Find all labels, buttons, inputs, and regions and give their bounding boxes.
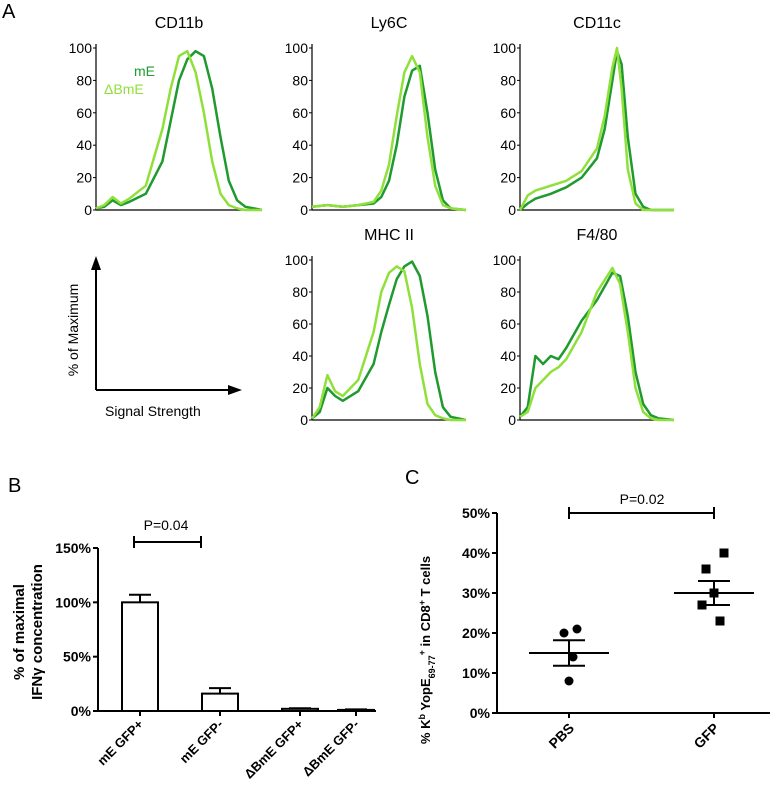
hist-y-tick-label: 60	[500, 316, 516, 332]
hist-y-tick-label: 20	[292, 170, 308, 186]
hist-series-line	[311, 54, 467, 212]
bar-y-tick-label: 100%	[55, 594, 91, 610]
hist-title: F4/80	[577, 227, 618, 244]
hist-y-tick-label: 80	[500, 72, 516, 88]
scatter-ylabel: % Kb YopE69-77+ in CD8+ T cells	[417, 556, 437, 744]
hist-y-tick-label: 60	[76, 105, 92, 121]
hist-series-line	[519, 266, 674, 422]
histogram-3: 0 20 40 60 80 100 CD11c	[493, 15, 674, 218]
scatter-point-gfp	[719, 548, 729, 558]
legend-dbme: ΔBmE	[104, 81, 144, 97]
hist-y-tick-label: 20	[76, 170, 92, 186]
hist-series-line	[519, 49, 674, 212]
hist-y-tick-label: 80	[76, 72, 92, 88]
scatter-pvalue: P=0.02	[620, 491, 665, 507]
bar-category-label: mE GFP+	[94, 716, 146, 768]
hist-y-tick-label: 20	[500, 380, 516, 396]
bar-ylabel-line2: IFNγ concentration	[29, 564, 46, 700]
scatter-category-label: GFP	[690, 720, 722, 752]
scatter-y-tick-label: 10%	[462, 665, 491, 681]
legend-me: mE	[134, 63, 155, 79]
hist-y-tick-label: 100	[285, 252, 309, 268]
bar-y-tick-label: 150%	[55, 540, 91, 556]
hist-y-tick-label: 100	[493, 40, 517, 56]
histogram-panels: 0 20 40 60 80 100 CD11b 0 20 40 60 80 100 Ly6C 0 20 40 60…	[69, 15, 675, 428]
bar	[121, 601, 159, 712]
bar-pvalue: P=0.04	[144, 517, 189, 533]
hist-y-tick-label: 0	[84, 202, 92, 218]
hist-y-tick-label: 40	[76, 137, 92, 153]
bar-ylabel-line1: % of maximal	[11, 584, 28, 680]
hist-y-tick-label: 40	[500, 348, 516, 364]
hist-title: Ly6C	[371, 15, 408, 32]
scatter-y-tick-label: 50%	[462, 505, 491, 521]
hist-series-line	[519, 271, 675, 422]
scatter-y-tick-label: 40%	[462, 545, 491, 561]
scatter-point-gfp	[709, 588, 719, 598]
bar-chart-b: % of maximal IFNγ concentration P=0.04 0…	[11, 517, 376, 781]
hist-y-tick-label: 80	[292, 284, 308, 300]
hist-y-tick-label: 0	[300, 412, 308, 428]
histogram-4: 0 20 40 60 80 100 MHC II	[285, 227, 467, 428]
scatter-y-tick-label: 30%	[462, 585, 491, 601]
bar	[201, 692, 239, 713]
axis-cartoon-ylabel: % of Maximum	[65, 284, 81, 377]
hist-series-line	[518, 46, 674, 212]
bar-category-label: mE GFP-	[177, 717, 226, 766]
hist-title: CD11b	[155, 15, 204, 32]
scatter-point-pbs	[559, 628, 569, 638]
scatter-point-gfp	[701, 564, 711, 574]
scatter-y-tick-label: 20%	[462, 625, 491, 641]
hist-y-tick-label: 20	[292, 380, 308, 396]
scatter-point-pbs	[572, 624, 582, 634]
histogram-1: 0 20 40 60 80 100 CD11b	[69, 15, 263, 218]
hist-y-tick-label: 40	[292, 137, 308, 153]
hist-series-line	[95, 49, 262, 212]
hist-title: MHC II	[364, 227, 414, 244]
hist-y-tick-label: 0	[508, 202, 516, 218]
axis-cartoon: % of Maximum Signal Strength	[65, 256, 242, 419]
hist-y-tick-label: 80	[292, 72, 308, 88]
hist-y-tick-label: 80	[500, 284, 516, 300]
hist-y-tick-label: 40	[292, 348, 308, 364]
hist-y-tick-label: 60	[500, 105, 516, 121]
hist-y-tick-label: 100	[493, 252, 517, 268]
scatter-chart-c: % Kb YopE69-77+ in CD8+ T cells P=0.02 0…	[417, 491, 770, 751]
bar-y-tick-label: 50%	[63, 649, 92, 665]
axis-cartoon-xlabel: Signal Strength	[105, 403, 201, 419]
scatter-point-gfp	[697, 600, 707, 610]
hist-y-tick-label: 20	[500, 170, 516, 186]
histogram-2: 0 20 40 60 80 100 Ly6C	[285, 15, 467, 218]
panel-label-a: A	[2, 1, 16, 23]
bar-category-label: ΔBmE GFP-	[299, 717, 362, 780]
hist-series-line	[311, 260, 467, 422]
scatter-y-tick-label: 0%	[470, 705, 491, 721]
bar-y-tick-label: 0%	[71, 703, 92, 719]
hist-series-line	[311, 64, 467, 212]
hist-series-line	[310, 265, 466, 422]
hist-y-tick-label: 0	[508, 412, 516, 428]
hist-y-tick-label: 100	[285, 40, 309, 56]
scatter-point-pbs	[564, 676, 574, 686]
scatter-point-gfp	[715, 616, 725, 626]
hist-title: CD11c	[573, 15, 621, 32]
scatter-category-label: PBS	[545, 720, 577, 752]
panel-label-c: C	[405, 467, 419, 489]
histogram-5: 0 20 40 60 80 100 F4/80	[493, 227, 675, 428]
hist-series-line	[95, 49, 263, 212]
scatter-point-pbs	[568, 652, 578, 662]
hist-y-tick-label: 40	[500, 137, 516, 153]
hist-y-tick-label: 60	[292, 316, 308, 332]
panel-label-b: B	[8, 475, 21, 497]
bar-category-label: ΔBmE GFP+	[241, 716, 306, 781]
hist-y-tick-label: 0	[300, 202, 308, 218]
hist-y-tick-label: 100	[69, 40, 93, 56]
hist-y-tick-label: 60	[292, 105, 308, 121]
